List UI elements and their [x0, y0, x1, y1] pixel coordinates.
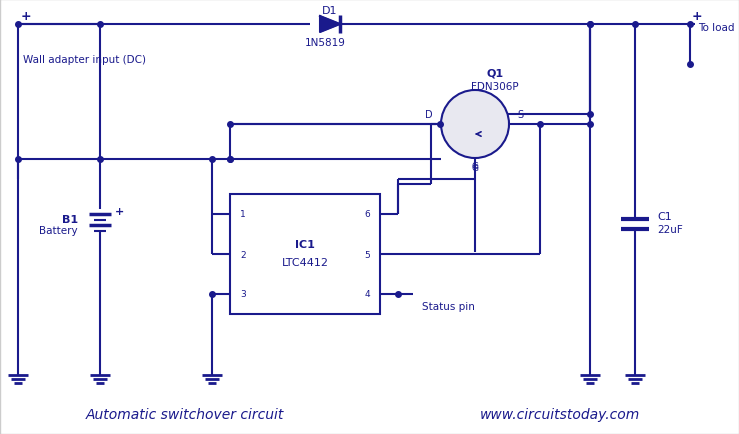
Text: D1: D1	[322, 6, 338, 16]
FancyBboxPatch shape	[230, 194, 380, 314]
Circle shape	[441, 91, 509, 159]
Text: Automatic switchover circuit: Automatic switchover circuit	[86, 407, 285, 421]
Text: LTC4412: LTC4412	[282, 257, 329, 267]
Text: B1: B1	[62, 214, 78, 224]
Text: G: G	[471, 162, 478, 171]
Text: C1: C1	[657, 211, 672, 221]
Text: Status pin: Status pin	[421, 301, 474, 311]
Text: Wall adapter input (DC): Wall adapter input (DC)	[23, 55, 146, 65]
Text: 6: 6	[364, 210, 370, 219]
Text: +: +	[21, 10, 32, 23]
Text: S: S	[517, 110, 523, 120]
Text: 4: 4	[364, 290, 370, 299]
Text: +: +	[692, 10, 703, 23]
Polygon shape	[320, 17, 340, 33]
Text: Battery: Battery	[39, 226, 78, 236]
Text: 1N5819: 1N5819	[304, 38, 345, 48]
Text: IC1: IC1	[295, 240, 315, 250]
Text: G: G	[471, 164, 478, 173]
Text: 5: 5	[364, 250, 370, 259]
Text: Q1: Q1	[486, 68, 503, 78]
Text: FDN306P: FDN306P	[471, 82, 519, 92]
Text: 3: 3	[240, 290, 246, 299]
Text: To load: To load	[698, 23, 735, 33]
Text: D: D	[426, 110, 433, 120]
Text: +: +	[115, 207, 124, 217]
Text: 1: 1	[240, 210, 246, 219]
Text: 2: 2	[240, 250, 245, 259]
Text: www.circuitstoday.com: www.circuitstoday.com	[480, 407, 640, 421]
Text: 22uF: 22uF	[657, 224, 683, 234]
